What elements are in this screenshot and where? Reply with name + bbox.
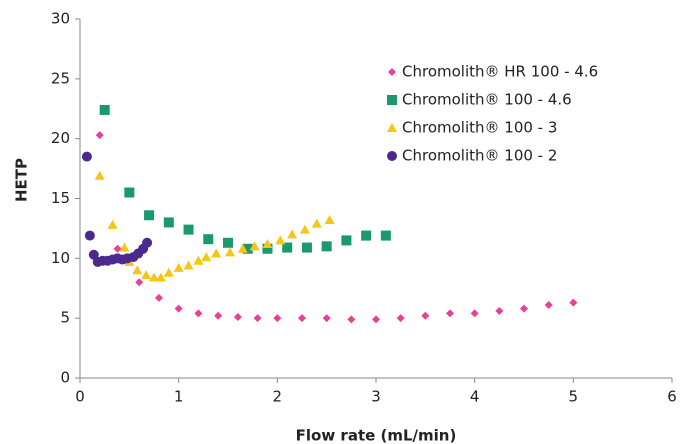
diamond-point (347, 315, 356, 324)
y-axis-title: HETP (13, 158, 31, 202)
y-tick-label: 15 (51, 189, 70, 207)
triangle-point (262, 238, 273, 248)
square-point (380, 230, 391, 241)
triangle-point (211, 248, 222, 258)
triangle-point (107, 219, 118, 229)
square-point (183, 224, 194, 235)
diamond-point (194, 309, 203, 318)
diamond-point (253, 314, 262, 323)
diamond-point (372, 315, 380, 324)
diamond-point (135, 278, 144, 287)
square-point (301, 242, 312, 253)
triangle-point (237, 243, 248, 253)
triangle-point (324, 215, 335, 225)
triangle-point (287, 229, 298, 239)
triangle-point (387, 123, 397, 132)
diamond-point (233, 312, 242, 321)
triangle-point (132, 265, 143, 275)
diamond-point (470, 309, 479, 318)
diamond-point (298, 314, 306, 323)
diamond-point (396, 314, 405, 323)
triangle-point (201, 252, 212, 262)
x-axis-title: Flow rate (mL/min) (296, 427, 457, 444)
square-point (163, 217, 174, 228)
legend-label: Chromolith® 100 - 3 (402, 119, 557, 137)
diamond-point (95, 131, 104, 140)
diamond-point (388, 68, 396, 76)
diamond-point (520, 304, 528, 313)
diamond-point (174, 304, 183, 313)
diamond-point (273, 314, 282, 323)
y-tick-label: 0 (60, 369, 70, 387)
x-tick-label: 5 (569, 388, 579, 406)
triangle-point (249, 241, 260, 251)
y-tick-label: 20 (51, 129, 70, 147)
triangle-point (275, 235, 286, 245)
x-tick-label: 2 (273, 388, 283, 406)
legend-label: Chromolith® HR 100 - 4.6 (402, 63, 598, 81)
legend-label: Chromolith® 100 - 4.6 (402, 91, 572, 109)
triangle-point (311, 218, 322, 228)
diamond-point (446, 309, 454, 318)
square-point (203, 234, 214, 245)
square-point (242, 243, 253, 254)
square-point (361, 230, 372, 241)
x-tick-label: 4 (470, 388, 480, 406)
diamond-point (154, 293, 163, 302)
triangle-point (155, 272, 166, 282)
triangle-point (183, 260, 194, 270)
y-tick-label: 10 (51, 249, 70, 267)
square-point (99, 104, 110, 115)
circle-point (84, 230, 95, 241)
diamond-point (421, 311, 430, 320)
triangle-point (299, 224, 310, 234)
triangle-point (141, 270, 152, 280)
circle-point (387, 151, 397, 161)
square-point (282, 242, 293, 253)
square-point (124, 187, 135, 198)
circle-point (142, 237, 153, 248)
y-tick-label: 25 (51, 69, 70, 87)
triangle-point (119, 242, 130, 252)
diamond-point (214, 311, 223, 320)
triangle-point (94, 170, 105, 180)
square-point (144, 210, 155, 221)
square-point (341, 235, 352, 246)
diamond-point (544, 301, 553, 310)
triangle-point (149, 272, 159, 282)
square-point (387, 95, 397, 105)
circle-point (81, 151, 92, 162)
legend-label: Chromolith® 100 - 2 (402, 147, 557, 165)
x-tick-label: 0 (75, 388, 85, 406)
diamond-point (569, 298, 578, 307)
diamond-point (322, 314, 331, 323)
triangle-point (163, 267, 174, 277)
y-tick-label: 30 (51, 10, 70, 28)
y-tick-label: 5 (60, 309, 70, 327)
diamond-point (113, 244, 122, 253)
triangle-point (193, 255, 204, 265)
triangle-point (173, 262, 184, 272)
triangle-point (224, 247, 235, 257)
x-tick-label: 6 (667, 388, 677, 406)
x-tick-label: 1 (174, 388, 184, 406)
x-tick-label: 3 (371, 388, 381, 406)
diamond-point (495, 306, 504, 315)
square-point (262, 243, 273, 254)
square-point (321, 241, 332, 252)
square-point (223, 237, 233, 248)
